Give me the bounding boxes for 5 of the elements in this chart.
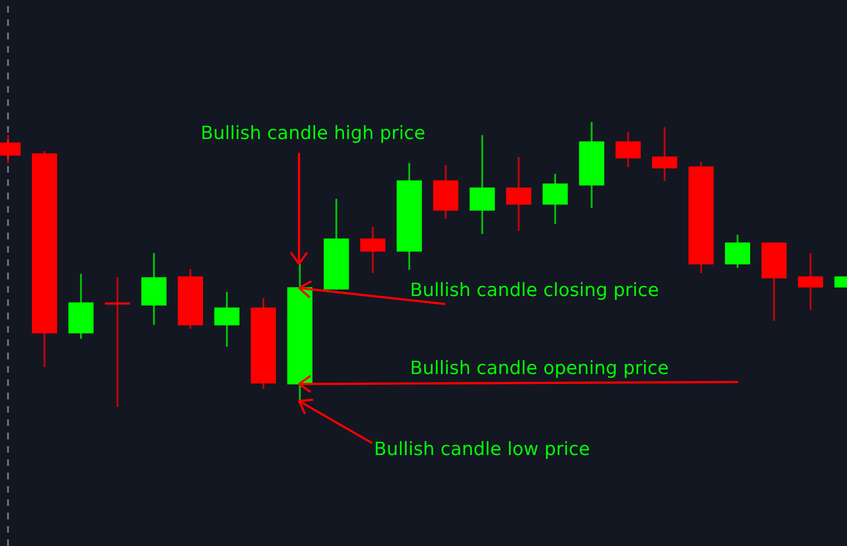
candlestick bbox=[104, 276, 130, 408]
text: Bullish candle low price bbox=[376, 441, 590, 459]
annotation: Bullish candle opening price bbox=[412, 360, 668, 378]
annotation: Bullish candle high price bbox=[202, 125, 424, 143]
annotation: Bullish candle closing price bbox=[412, 282, 658, 300]
